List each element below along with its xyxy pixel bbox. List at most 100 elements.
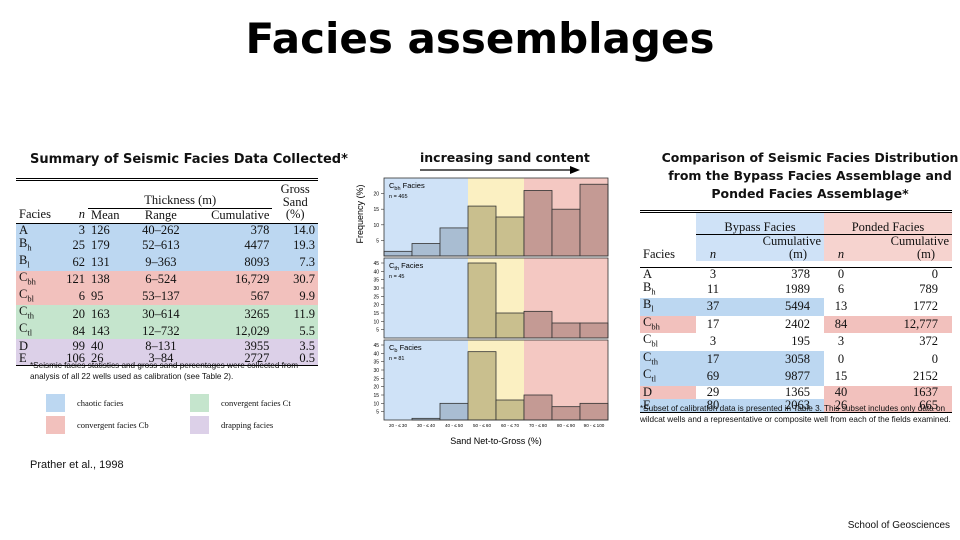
facies-cell: A bbox=[16, 224, 58, 237]
facies-letter: Cbl bbox=[19, 287, 34, 304]
facies-cell: Ctl bbox=[640, 368, 696, 386]
ponded-unit-header: (m) bbox=[916, 247, 935, 261]
ponded-cumulative-header: Cumulative bbox=[890, 234, 949, 248]
facies-cell: Cbh bbox=[16, 271, 58, 288]
facies-header: Facies bbox=[16, 208, 58, 225]
x-axis-label: Sand Net-to-Gross (%) bbox=[450, 436, 542, 446]
panel-n-label: n = 45 bbox=[389, 274, 404, 280]
ponded-n-cell: 3 bbox=[824, 333, 858, 351]
chart-bar bbox=[467, 262, 497, 339]
ponded-n-cell: 6 bbox=[824, 280, 858, 298]
chart-bar bbox=[551, 208, 581, 257]
chart-bar bbox=[495, 216, 525, 257]
y-tick-label: 20 bbox=[373, 385, 379, 391]
table-row: Bl 37 5494 13 1772 bbox=[640, 298, 952, 316]
mean-header: Mean bbox=[88, 208, 133, 225]
y-tick-label: 20 bbox=[373, 192, 379, 198]
sand-cell: 19.3 bbox=[293, 238, 315, 253]
legend-item: convergent facies Cb bbox=[46, 416, 149, 434]
bypass-n-cell: 3 bbox=[696, 333, 730, 351]
range-cell: 9–363 bbox=[145, 255, 177, 270]
sand-cell: 30.7 bbox=[293, 272, 315, 287]
y-tick-label: 10 bbox=[373, 319, 379, 325]
facies-letter: Bh bbox=[19, 235, 32, 253]
ponded-n-cell: 13 bbox=[824, 298, 858, 316]
gross-header-1: Gross bbox=[280, 182, 310, 196]
legend-swatch bbox=[46, 416, 65, 434]
table-row: Bl 62 131 9–363 8093 7.3 bbox=[16, 254, 318, 272]
cumulative-cell: 567 bbox=[250, 289, 270, 304]
ponded-n-cell: 0 bbox=[824, 267, 858, 281]
facies-cell: Bl bbox=[16, 254, 58, 271]
bypass-header: Bypass Facies bbox=[724, 220, 796, 234]
right-arrow-icon bbox=[420, 166, 580, 174]
table-row: Cth 17 3058 0 0 bbox=[640, 350, 952, 368]
ponded-cumulative-cell: 372 bbox=[858, 333, 952, 351]
facies-cell: Ctl bbox=[16, 322, 58, 339]
n-cell: 6 bbox=[78, 289, 85, 304]
left-summary-table: Thickness (m) Gross Sand Facies n Mean R… bbox=[16, 178, 318, 366]
left-table-title: Summary of Seismic Facies Data Collected… bbox=[30, 152, 348, 167]
y-tick-label: 5 bbox=[376, 328, 379, 334]
chart-bar bbox=[523, 190, 553, 257]
legend-item: drapping facies bbox=[190, 416, 273, 434]
x-tick-label: 20 - ≤ 30 bbox=[389, 423, 408, 428]
facies-header: Facies bbox=[643, 247, 675, 261]
facies-cell: Cth bbox=[16, 305, 58, 322]
x-tick-label: 50 - ≤ 60 bbox=[473, 423, 492, 428]
n-cell: 99 bbox=[72, 338, 86, 353]
sand-cell: 11.9 bbox=[293, 306, 315, 321]
mean-cell: 163 bbox=[91, 306, 110, 321]
y-tick-label: 20 bbox=[373, 303, 379, 309]
y-tick-label: 15 bbox=[373, 207, 379, 213]
chart-bar bbox=[579, 322, 609, 339]
chart-bar bbox=[439, 402, 469, 421]
right-title-line: Ponded Facies Assemblage* bbox=[711, 186, 909, 201]
chart-bar bbox=[467, 351, 497, 421]
chart-bar bbox=[523, 394, 553, 421]
ponded-n-cell: 26 bbox=[824, 398, 858, 413]
y-tick-label: 30 bbox=[373, 286, 379, 292]
y-axis-label: Frequency (%) bbox=[355, 184, 365, 243]
bypass-cumulative-cell: 5494 bbox=[730, 298, 824, 316]
bypass-n-cell: 69 bbox=[696, 368, 730, 386]
n-cell: 121 bbox=[66, 272, 85, 287]
gross-header-3: (%) bbox=[272, 208, 318, 225]
n-cell: 84 bbox=[72, 323, 86, 338]
bypass-cumulative-header: Cumulative bbox=[762, 234, 821, 248]
ponded-n-cell: 15 bbox=[824, 368, 858, 386]
cumulative-cell: 4477 bbox=[244, 238, 270, 253]
chart-bar bbox=[467, 205, 497, 257]
n-cell: 20 bbox=[72, 306, 86, 321]
legend-label: drapping facies bbox=[221, 420, 274, 430]
cumulative-cell: 3955 bbox=[244, 338, 270, 353]
ponded-cumulative-cell: 665 bbox=[858, 398, 952, 413]
facies-cell: D bbox=[640, 385, 696, 399]
facies-cell: E bbox=[640, 398, 696, 413]
mean-cell: 179 bbox=[91, 238, 110, 253]
bypass-n-cell: 17 bbox=[696, 350, 730, 368]
y-tick-label: 5 bbox=[376, 410, 379, 416]
thickness-group-header: Thickness (m) bbox=[144, 193, 217, 208]
ponded-n-cell: 84 bbox=[824, 315, 858, 333]
bypass-cumulative-cell: 378 bbox=[730, 267, 824, 281]
facies-letter: Cbh bbox=[19, 270, 36, 287]
mean-cell: 95 bbox=[91, 289, 104, 304]
mean-cell: 126 bbox=[91, 223, 110, 238]
n-cell: 3 bbox=[78, 223, 85, 238]
bypass-cumulative-cell: 2402 bbox=[730, 315, 824, 333]
y-tick-label: 25 bbox=[373, 294, 379, 300]
x-tick-label: 40 - ≤ 50 bbox=[445, 423, 464, 428]
facies-cell: Cth bbox=[640, 350, 696, 368]
facies-cell: E bbox=[16, 352, 58, 365]
y-tick-label: 15 bbox=[373, 311, 379, 317]
facies-cell: Bh bbox=[640, 280, 696, 298]
mean-cell: 40 bbox=[91, 338, 104, 353]
table-row: Cbl 6 95 53–137 567 9.9 bbox=[16, 287, 318, 306]
table-row: Bh 11 1989 6 789 bbox=[640, 280, 952, 298]
right-table-title: Comparison of Seismic Facies Distributio… bbox=[660, 149, 960, 203]
sand-cell: 7.3 bbox=[299, 255, 315, 270]
chart-bar bbox=[579, 402, 609, 421]
sand-content-heading: increasing sand content bbox=[420, 150, 590, 165]
citation: Prather et al., 1998 bbox=[30, 459, 124, 471]
